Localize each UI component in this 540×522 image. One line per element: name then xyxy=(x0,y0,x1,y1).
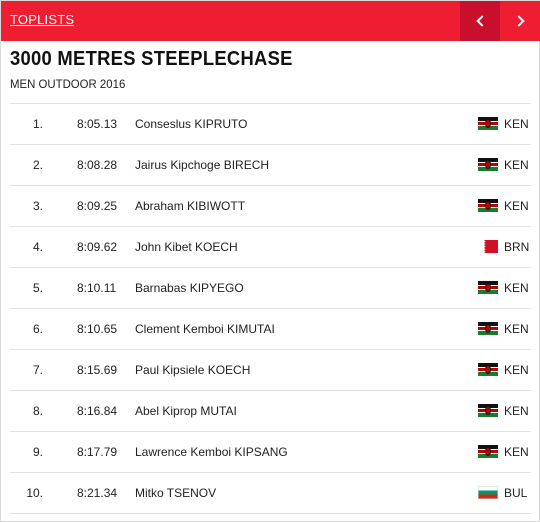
rank: 2. xyxy=(32,158,43,172)
mark: 8:10.11 xyxy=(77,281,117,295)
result-row[interactable]: 1. 8:05.13 Conseslus KIPRUTO KEN xyxy=(10,104,531,145)
country-code: KEN xyxy=(504,199,529,213)
result-row[interactable]: 6. 8:10.65 Clement Kemboi KIMUTAI KEN xyxy=(10,309,531,350)
event-subtitle: MEN OUTDOOR 2016 xyxy=(10,77,126,91)
athlete-name[interactable]: John Kibet KOECH xyxy=(135,240,238,254)
country-code: KEN xyxy=(504,404,529,418)
mark: 8:08.28 xyxy=(77,158,118,172)
kenya-flag-icon xyxy=(478,322,498,335)
country-code: KEN xyxy=(504,158,529,172)
mark: 8:15.69 xyxy=(77,363,118,377)
toplists-link[interactable]: TOPLISTS xyxy=(10,12,75,27)
rank: 8. xyxy=(32,404,43,418)
country-code: KEN xyxy=(504,117,529,131)
rank: 5. xyxy=(32,281,43,295)
rank: 1. xyxy=(32,117,43,131)
result-row[interactable]: 3. 8:09.25 Abraham KIBIWOTT KEN xyxy=(10,186,531,227)
rank: 4. xyxy=(32,240,43,254)
mark: 8:09.25 xyxy=(77,199,118,213)
rank: 7. xyxy=(32,363,43,377)
bahrain-flag-icon xyxy=(478,240,498,253)
event-title: 3000 METRES STEEPLECHASE xyxy=(10,48,293,70)
rank: 3. xyxy=(32,199,43,213)
result-row[interactable]: 4. 8:09.62 John Kibet KOECH BRN xyxy=(10,227,531,268)
kenya-flag-icon xyxy=(478,199,498,212)
country-code: BRN xyxy=(504,240,530,254)
country-code: KEN xyxy=(504,281,529,295)
header-bar: TOPLISTS xyxy=(1,1,540,41)
athlete-name[interactable]: Barnabas KIPYEGO xyxy=(135,281,244,295)
kenya-flag-icon xyxy=(478,158,498,171)
rank: 6. xyxy=(32,322,43,336)
country-code: KEN xyxy=(504,445,529,459)
kenya-flag-icon xyxy=(478,445,498,458)
mark: 8:16.84 xyxy=(77,404,118,418)
athlete-name[interactable]: Clement Kemboi KIMUTAI xyxy=(135,322,275,336)
mark: 8:10.65 xyxy=(77,322,118,336)
athlete-name[interactable]: Abel Kiprop MUTAI xyxy=(135,404,237,418)
mark: 8:09.62 xyxy=(77,240,118,254)
mark: 8:21.34 xyxy=(77,486,118,500)
next-button[interactable] xyxy=(500,1,540,41)
athlete-name[interactable]: Lawrence Kemboi KIPSANG xyxy=(135,445,288,459)
result-row[interactable]: 7. 8:15.69 Paul Kipsiele KOECH KEN xyxy=(10,350,531,391)
kenya-flag-icon xyxy=(478,117,498,130)
athlete-name[interactable]: Mitko TSENOV xyxy=(135,486,217,500)
chevron-left-icon xyxy=(475,15,488,27)
result-row[interactable]: 2. 8:08.28 Jairus Kipchoge BIRECH KEN xyxy=(10,145,531,186)
rank: 9. xyxy=(32,445,43,459)
chevron-right-icon xyxy=(512,15,525,27)
country-code: KEN xyxy=(504,363,529,377)
mark: 8:17.79 xyxy=(77,445,118,459)
athlete-name[interactable]: Jairus Kipchoge BIRECH xyxy=(135,158,270,172)
kenya-flag-icon xyxy=(478,281,498,294)
kenya-flag-icon xyxy=(478,404,498,417)
rank: 10. xyxy=(26,486,43,500)
mark: 8:05.13 xyxy=(77,117,118,131)
result-row[interactable]: 9. 8:17.79 Lawrence Kemboi KIPSANG KEN xyxy=(10,432,531,473)
previous-button[interactable] xyxy=(460,1,500,41)
kenya-flag-icon xyxy=(478,363,498,376)
results-list: 1. 8:05.13 Conseslus KIPRUTO KEN 2. 8:08… xyxy=(10,103,531,514)
athlete-name[interactable]: Paul Kipsiele KOECH xyxy=(135,363,251,377)
country-code: KEN xyxy=(504,322,529,336)
result-row[interactable]: 8. 8:16.84 Abel Kiprop MUTAI KEN xyxy=(10,391,531,432)
athlete-name[interactable]: Abraham KIBIWOTT xyxy=(135,199,246,213)
bulgaria-flag-icon xyxy=(478,486,498,499)
result-row[interactable]: 10. 8:21.34 Mitko TSENOV BUL xyxy=(10,473,531,514)
result-row[interactable]: 5. 8:10.11 Barnabas KIPYEGO KEN xyxy=(10,268,531,309)
athlete-name[interactable]: Conseslus KIPRUTO xyxy=(135,117,248,131)
country-code: BUL xyxy=(504,486,528,500)
